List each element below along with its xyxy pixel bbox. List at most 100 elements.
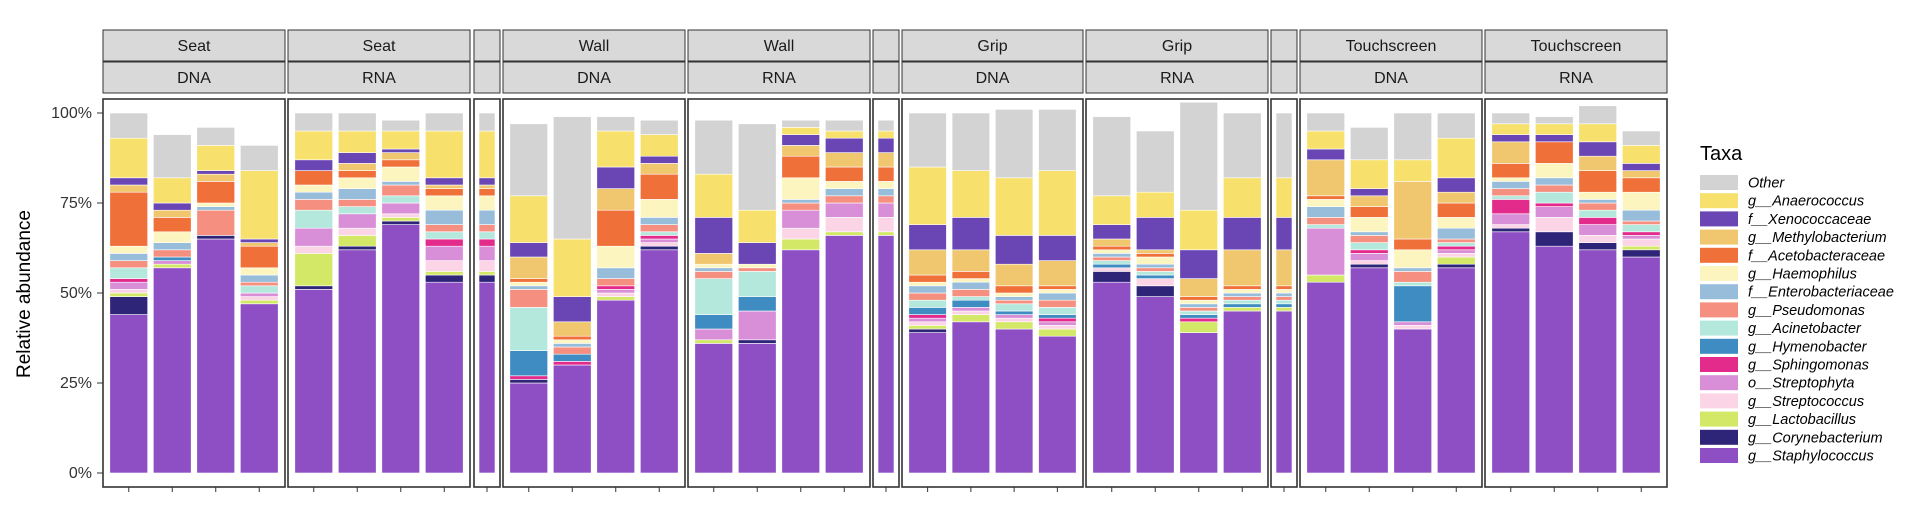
bar-segment: f__Acetobacteraceae: 2% xyxy=(951,271,990,279)
bar-segment: g__Methylobacterium: 1% xyxy=(240,242,279,247)
facet-strip-top xyxy=(473,29,501,62)
legend-swatch xyxy=(1700,229,1738,245)
bar-segment: g__Lactobacillus: 1% xyxy=(425,271,464,276)
bar-segment: g__Pseudomonas: 2% xyxy=(1578,202,1617,211)
bar-segment: g__Streptococcus: 2% xyxy=(1136,278,1175,287)
legend-label: f__Acetobacteraceae xyxy=(1748,248,1885,264)
bar-segment: g__Lactobacillus: 1% xyxy=(109,292,148,297)
bar-segment: g__Acinetobacter: 1% xyxy=(1437,242,1476,247)
bar-segment: o__Streptophyta: 3% xyxy=(1535,206,1574,218)
bar-segment: f__Xenococcaceae: 3% xyxy=(1306,148,1345,161)
facet-label-nucleic-acid: RNA xyxy=(362,70,396,87)
bar-segment: f__Xenococcaceae: 9% xyxy=(1136,217,1175,251)
bar-segment: g__Methylobacterium: 3% xyxy=(1350,195,1389,207)
bar-segment: g__Corynebacterium: 3% xyxy=(1136,285,1175,297)
bar-segment: g__Methylobacterium: 4% xyxy=(825,152,864,168)
legend-label: g__Pseudomonas xyxy=(1748,303,1865,319)
bar-segment: o__Streptophyta: 1% xyxy=(995,314,1034,319)
bar-segment: g__Staphylococcus: 57% xyxy=(1350,267,1389,474)
facet-strip-top xyxy=(1484,29,1668,62)
bar-segment: g__Corynebacterium: 1% xyxy=(738,339,777,344)
panel-border xyxy=(473,98,501,488)
bar-segment: Other: 15% xyxy=(694,119,733,175)
bar-segment: g__Pseudomonas: 1% xyxy=(738,267,777,272)
bar-segment: f__Enterobacteriaceae: 2% xyxy=(1491,181,1530,189)
legend-label: g__Haemophilus xyxy=(1748,267,1857,283)
bar-segment: g__Methylobacterium: 3% xyxy=(694,253,733,265)
bar-segment: g__Anaerococcus: 9% xyxy=(738,209,777,243)
bar-segment: Other: 5% xyxy=(196,127,235,146)
bar-segment: g__Acinetobacter: 1% xyxy=(1223,299,1262,305)
bar-segment: g__Hymenobacter: 4% xyxy=(738,296,777,312)
bar-segment: Other: 5% xyxy=(294,112,333,132)
bar-segment: g__Haemophilus: 1% xyxy=(951,278,990,283)
bar-segment: g__Sphingomonas: 1% xyxy=(1622,231,1661,236)
bar-segment: g__Hymenobacter: 1% xyxy=(153,256,192,261)
bar-segment: g__Corynebacterium: 2% xyxy=(478,274,496,283)
bar-segment: f__Xenococcaceae: 4% xyxy=(1092,224,1131,240)
bar-segment: f__Xenococcaceae: 9% xyxy=(951,217,990,251)
bar-segment: f__Xenococcaceae: 3% xyxy=(338,152,377,164)
bar-segment: g__Streptococcus: 1% xyxy=(951,310,990,315)
y-tick-label: 25% xyxy=(60,375,92,392)
bar-segment: g__Staphylococcus: 57% xyxy=(153,267,192,474)
bar-segment: Other: 18% xyxy=(1275,112,1293,179)
bar-segment: f__Xenococcaceae: 6% xyxy=(738,242,777,265)
bar-segment: o__Streptophyta: 1% xyxy=(153,260,192,265)
bar-segment: Other: 4% xyxy=(640,119,679,135)
bar-segment: o__Streptophyta: 1% xyxy=(640,238,679,243)
legend-swatch xyxy=(1700,193,1738,209)
bar-segment: g__Anaerococcus: 6% xyxy=(1393,159,1432,182)
bar-segment: f__Enterobacteriaceae: 3% xyxy=(1622,209,1661,222)
bar-segment: g__Methylobacterium: 2% xyxy=(1622,170,1661,179)
legend-swatch xyxy=(1700,338,1738,354)
bar-segment: g__Staphylococcus: 39% xyxy=(1179,332,1218,474)
bar-segment: g__Staphylococcus: 45% xyxy=(1275,310,1293,474)
facet-strip-top xyxy=(502,29,686,62)
bar-segment: f__Acetobacteraceae: 10% xyxy=(596,209,635,247)
bar-segment: g__Staphylococcus: 36% xyxy=(694,343,733,474)
bar-segment: g__Streptococcus: 2% xyxy=(294,245,333,254)
bar-segment: g__Staphylococcus: 69% xyxy=(381,224,420,474)
bar-segment: g__Acinetobacter: 1% xyxy=(1179,310,1218,315)
bar-segment: g__Acinetobacter: 1% xyxy=(1393,281,1432,287)
bar-segment: f__Enterobacteriaceae: 2% xyxy=(240,274,279,283)
facet-strip-bottom xyxy=(872,61,900,94)
facet-label-surface: Touchscreen xyxy=(1346,38,1437,55)
bar-segment: f__Acetobacteraceae: 2% xyxy=(478,188,496,197)
facet-strip-top xyxy=(687,29,871,62)
bar-segment: g__Pseudomonas: 2% xyxy=(425,224,464,233)
bar-segment: f__Enterobacteriaceae: 1% xyxy=(1350,231,1389,236)
bar-segment: f__Xenococcaceae: 2% xyxy=(1491,134,1530,143)
bar-segment: g__Streptococcus: 3% xyxy=(478,260,496,272)
bar-segment: g__Methylobacterium: 4% xyxy=(877,152,895,168)
bar-segment: g__Corynebacterium: 1% xyxy=(338,245,377,251)
bar-segment: g__Sphingomonas: 2% xyxy=(478,238,496,247)
bar-segment: g__Anaerococcus: 2% xyxy=(781,127,820,135)
bar-segment: g__Methylobacterium: 3% xyxy=(640,163,679,175)
bar-segment: g__Haemophilus: 2% xyxy=(825,181,864,189)
bar-segment: o__Streptophyta: 4% xyxy=(825,202,864,218)
facet-label-nucleic-acid: DNA xyxy=(1374,70,1408,87)
bar-segment: g__Streptococcus: 1% xyxy=(240,296,279,301)
facet-label-nucleic-acid: RNA xyxy=(762,70,796,87)
bar-segment: g__Pseudomonas: 2% xyxy=(694,271,733,279)
bar-segment: g__Sphingomonas: 1% xyxy=(908,314,947,319)
legend-label: g__Lactobacillus xyxy=(1748,412,1856,428)
bar-segment: g__Acinetobacter: 2% xyxy=(240,285,279,294)
bar-segment: g__Streptococcus: 1% xyxy=(381,213,420,218)
bar-segment: g__Acinetobacter: 5% xyxy=(294,209,333,229)
bar-segment: g__Pseudomonas: 2% xyxy=(338,199,377,207)
bar-segment: f__Enterobacteriaceae: 2% xyxy=(908,285,947,294)
bar-segment: g__Staphylococcus: 36% xyxy=(738,343,777,474)
bar-segment: g__Corynebacterium: 5% xyxy=(109,296,148,315)
facet-strip-bottom xyxy=(473,61,501,94)
bar-segment: g__Lactobacillus: 2% xyxy=(1437,256,1476,265)
bar-segment: g__Methylobacterium: 4% xyxy=(553,321,592,337)
bar-segment: f__Xenococcaceae: 7% xyxy=(1038,235,1077,261)
bar-segment: o__Streptophyta: 1% xyxy=(1393,321,1432,326)
facet-label-surface: Wall xyxy=(764,38,795,55)
facet-label-surface: Wall xyxy=(579,38,610,55)
bar-segment: g__Streptococcus: 3% xyxy=(781,227,820,240)
bar-segment: g__Lactobacillus: 9% xyxy=(294,253,333,287)
